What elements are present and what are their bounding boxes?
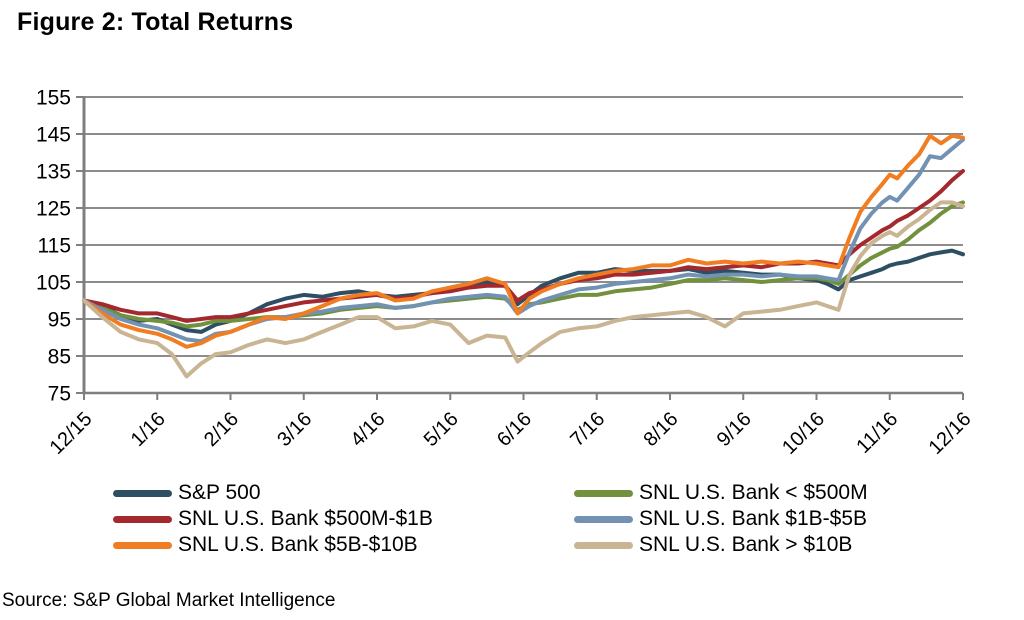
y-axis-tick-label: 135 (36, 161, 71, 184)
x-axis-tick-label: 7/16 (566, 408, 609, 451)
y-axis-tick-label: 75 (48, 383, 71, 406)
x-axis-tick-label: 4/16 (346, 408, 389, 451)
y-axis-tick-label: 145 (36, 124, 71, 147)
x-axis-tick-label: 11/16 (852, 408, 902, 458)
x-axis-tick-label: 10/16 (778, 408, 829, 459)
legend-label-snl-500m-1b: SNL U.S. Bank $500M-$1B (178, 507, 433, 530)
series-line-4 (82, 137, 965, 344)
legend-label-snl-gt-10b: SNL U.S. Bank > $10B (639, 533, 853, 556)
figure-title: Figure 2: Total Returns (17, 8, 294, 36)
x-axis-tick-label: 1/16 (127, 408, 170, 451)
legend-item-snl-1b-5b: SNL U.S. Bank $1B-$5B (574, 507, 868, 531)
legend-swatch-sp500 (113, 489, 172, 497)
legend-item-snl-lt-500m: SNL U.S. Bank < $500M (574, 481, 868, 505)
legend-item-snl-500m-1b: SNL U.S. Bank $500M-$1B (113, 507, 574, 531)
legend-item-sp500: S&P 500 (113, 481, 574, 505)
legend-swatch-snl-gt-10b (574, 541, 633, 549)
chart-legend: S&P 500 SNL U.S. Bank < $500M SNL U.S. B… (113, 480, 868, 558)
series-line-3 (82, 200, 965, 329)
x-axis-tick-label: 9/16 (713, 408, 756, 451)
x-axis-tick-label: 2/16 (200, 408, 243, 451)
x-axis-tick-label: 3/16 (273, 408, 316, 451)
y-axis-tick-label: 125 (36, 198, 71, 221)
legend-swatch-snl-5b-10b (113, 541, 172, 549)
x-axis-tick-label: 12/16 (925, 408, 976, 459)
legend-label-sp500: S&P 500 (178, 481, 261, 504)
series-line-5 (82, 200, 965, 379)
legend-item-snl-5b-10b: SNL U.S. Bank $5B-$10B (113, 533, 574, 557)
legend-label-snl-lt-500m: SNL U.S. Bank < $500M (639, 481, 868, 504)
x-axis-tick-label: 12/15 (46, 408, 97, 459)
legend-swatch-snl-lt-500m (574, 489, 633, 497)
y-axis-tick-label: 95 (48, 309, 71, 332)
legend-swatch-snl-1b-5b (574, 515, 633, 523)
y-axis-tick-label: 85 (48, 346, 71, 369)
y-axis-tick-label: 155 (36, 87, 71, 110)
total-returns-line-chart: 75 85 95 105 115 125 135 145 155 12/15 1/16 2/16 3/1… (36, 87, 976, 459)
source-note: Source: S&P Global Market Intelligence (2, 590, 336, 611)
legend-item-snl-gt-10b: SNL U.S. Bank > $10B (574, 533, 868, 557)
legend-swatch-snl-500m-1b (113, 515, 172, 523)
series-line-2 (82, 133, 965, 349)
x-axis-tick-label: 8/16 (639, 408, 682, 451)
y-axis-tick-label: 105 (36, 272, 71, 295)
legend-label-snl-5b-10b: SNL U.S. Bank $5B-$10B (178, 533, 418, 556)
y-axis-tick-label: 115 (38, 235, 71, 258)
legend-label-snl-1b-5b: SNL U.S. Bank $1B-$5B (639, 507, 868, 530)
x-axis-tick-label: 5/16 (420, 408, 463, 451)
x-axis-tick-label: 6/16 (493, 408, 536, 451)
